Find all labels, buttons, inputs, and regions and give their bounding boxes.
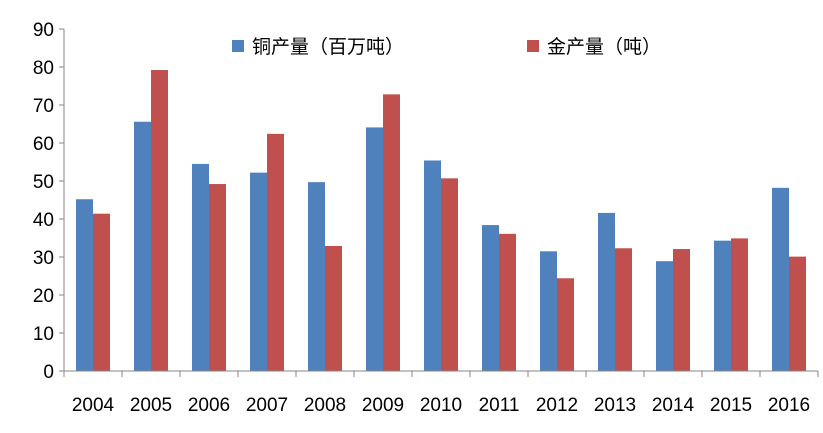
bar-series-2-2005: [151, 70, 168, 371]
x-tick-label: 2007: [246, 395, 288, 416]
bar-series-1-2012: [540, 251, 557, 371]
y-tick-label: 0: [43, 362, 54, 383]
bar-series-1-2010: [424, 160, 441, 371]
bar-series-2-2011: [499, 233, 516, 371]
x-tick-label: 2014: [652, 395, 695, 416]
axes-group: 0 10 20 30 40 50 60 70 80 90 2004 2005 2006 2007 2008 2…: [33, 20, 819, 416]
x-tick-label: 2016: [768, 395, 810, 416]
x-tick-label: 2009: [362, 395, 404, 416]
bar-series-2-2015: [731, 238, 748, 371]
y-tick-label: 70: [33, 96, 54, 117]
bar-series-1-2008: [308, 182, 325, 371]
x-tick-label: 2012: [536, 395, 578, 416]
bar-series-1-2005: [134, 121, 151, 371]
y-tick-label: 10: [33, 324, 54, 345]
legend-swatch-2: [527, 40, 539, 52]
bar-series-2-2008: [325, 245, 342, 371]
bar-series-2-2010: [441, 178, 458, 371]
y-tick-label: 90: [33, 20, 54, 41]
bar-series-1-2015: [714, 240, 731, 371]
y-tick-label: 40: [33, 210, 54, 231]
bar-series-2-2014: [673, 249, 690, 371]
bar-series-2-2007: [267, 133, 284, 371]
bar-series-2-2004: [93, 213, 110, 371]
bar-series-1-2013: [598, 212, 615, 371]
y-tick-label: 20: [33, 286, 54, 307]
y-tick-label: 50: [33, 172, 54, 193]
bar-series-1-2006: [192, 163, 209, 371]
bar-series-1-2007: [250, 172, 267, 371]
x-tick-label: 2011: [479, 395, 520, 416]
x-tick-label: 2004: [72, 395, 115, 416]
bar-series-1-2009: [366, 127, 383, 371]
bar-series-1-2004: [76, 199, 93, 371]
x-tick-label: 2013: [594, 395, 636, 416]
y-tick-label: 60: [33, 134, 54, 155]
legend: 铜产量（百万吨） 金产量（吨）: [232, 36, 661, 58]
y-tick-label: 30: [33, 248, 54, 269]
bar-series-1-2016: [772, 187, 789, 371]
legend-swatch-1: [232, 40, 244, 52]
bar-series-2-2009: [383, 94, 400, 372]
legend-label-1: 铜产量（百万吨）: [252, 36, 404, 58]
x-tick-label: 2008: [304, 395, 346, 416]
legend-label-2: 金产量（吨）: [547, 36, 661, 58]
bars-group: [76, 70, 806, 372]
x-tick-label: 2015: [710, 395, 752, 416]
bar-series-1-2011: [482, 225, 499, 371]
bar-series-1-2014: [656, 261, 673, 371]
bar-series-2-2012: [557, 278, 574, 371]
x-tick-label: 2006: [188, 395, 230, 416]
x-tick-label: 2005: [130, 395, 172, 416]
bar-series-2-2013: [615, 248, 632, 371]
x-tick-label: 2010: [420, 395, 462, 416]
y-tick-label: 80: [33, 58, 54, 79]
bar-series-2-2016: [789, 256, 806, 371]
bar-series-2-2006: [209, 184, 226, 371]
